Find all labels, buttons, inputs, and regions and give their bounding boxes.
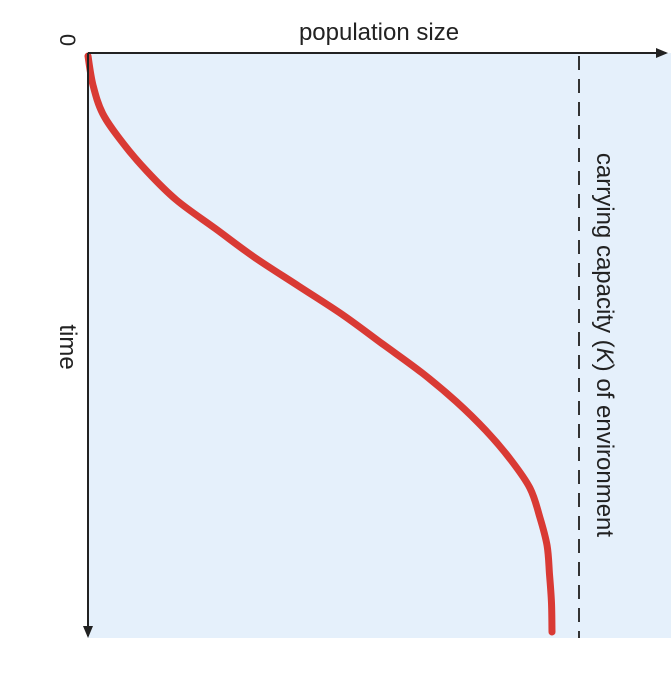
origin-label: 0 — [55, 34, 80, 46]
population-axis-label: population size — [299, 19, 459, 46]
population-growth-curve — [84, 52, 556, 636]
carrying-capacity-label: carrying capacity (K) of environment — [591, 153, 618, 537]
time-axis-label: time — [54, 324, 81, 369]
